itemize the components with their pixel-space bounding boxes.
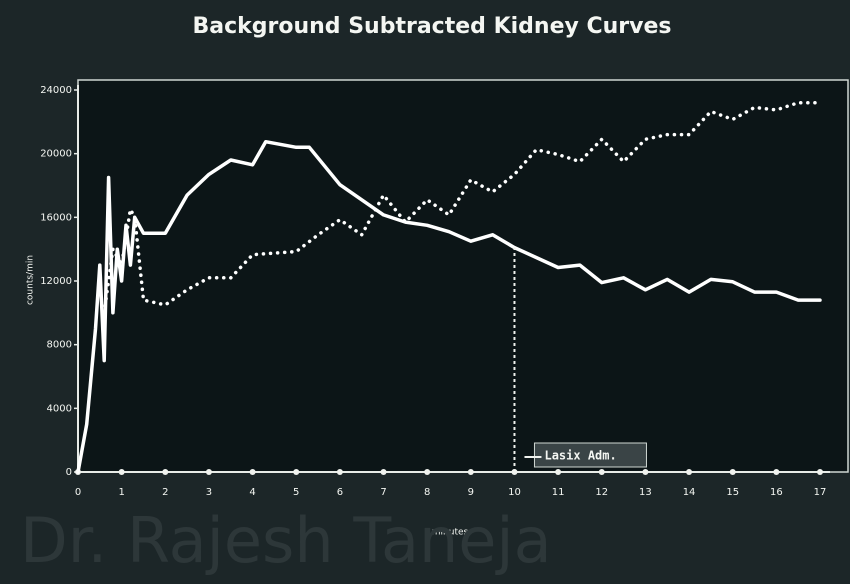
x-tick [773, 469, 780, 475]
series-line [102, 100, 822, 315]
x-tick [205, 469, 212, 475]
x-tick [642, 469, 649, 475]
x-tick-label: 10 [508, 487, 521, 498]
x-tick-label: 12 [595, 487, 608, 498]
x-tick-label: 3 [206, 487, 212, 498]
x-tick [467, 469, 474, 475]
annotation-text: Lasix Adm. [544, 449, 616, 463]
x-tick-label: 15 [726, 487, 739, 498]
x-axis-label: minutes [432, 528, 469, 538]
x-tick [293, 469, 300, 475]
x-tick-label: 4 [249, 487, 255, 498]
x-tick [686, 469, 693, 475]
x-tick-label: 7 [380, 487, 386, 498]
x-tick-label: 5 [293, 487, 299, 498]
annotation-box [533, 442, 647, 468]
x-tick-label: 14 [683, 487, 696, 498]
y-axis-label: counts/min [26, 255, 36, 305]
x-tick [598, 469, 605, 475]
y-tick-label: 20000 [40, 149, 72, 160]
x-tick-label: 16 [770, 487, 783, 498]
x-tick [380, 469, 387, 475]
y-tick-label: 12000 [40, 276, 72, 287]
x-tick [118, 469, 125, 475]
x-tick-label: 0 [75, 487, 81, 498]
x-tick-label: 2 [162, 487, 168, 498]
x-tick-label: 11 [552, 487, 565, 498]
chart-title: Background Subtracted Kidney Curves [192, 14, 671, 39]
x-tick [729, 469, 736, 475]
x-tick-label: 17 [814, 487, 827, 498]
x-tick-label: 6 [337, 487, 343, 498]
x-tick-label: 1 [118, 487, 124, 498]
x-tick [424, 469, 431, 475]
x-tick-label: 9 [468, 487, 474, 498]
x-tick [817, 469, 823, 475]
x-tick-label: 13 [639, 487, 652, 498]
y-tick-label: 4000 [47, 403, 72, 414]
y-tick-label: 24000 [40, 85, 72, 96]
series-line [76, 139, 822, 474]
y-tick-label: 16000 [40, 212, 72, 223]
y-tick-label: 0 [66, 467, 72, 478]
x-tick-label: 8 [424, 487, 430, 498]
plot-area [77, 79, 849, 473]
x-tick [249, 469, 256, 475]
x-tick [336, 469, 343, 475]
watermark: Dr. Rajesh Taneja [20, 504, 552, 577]
y-tick-label: 8000 [47, 340, 72, 351]
x-tick [555, 469, 562, 475]
x-tick [162, 469, 169, 475]
